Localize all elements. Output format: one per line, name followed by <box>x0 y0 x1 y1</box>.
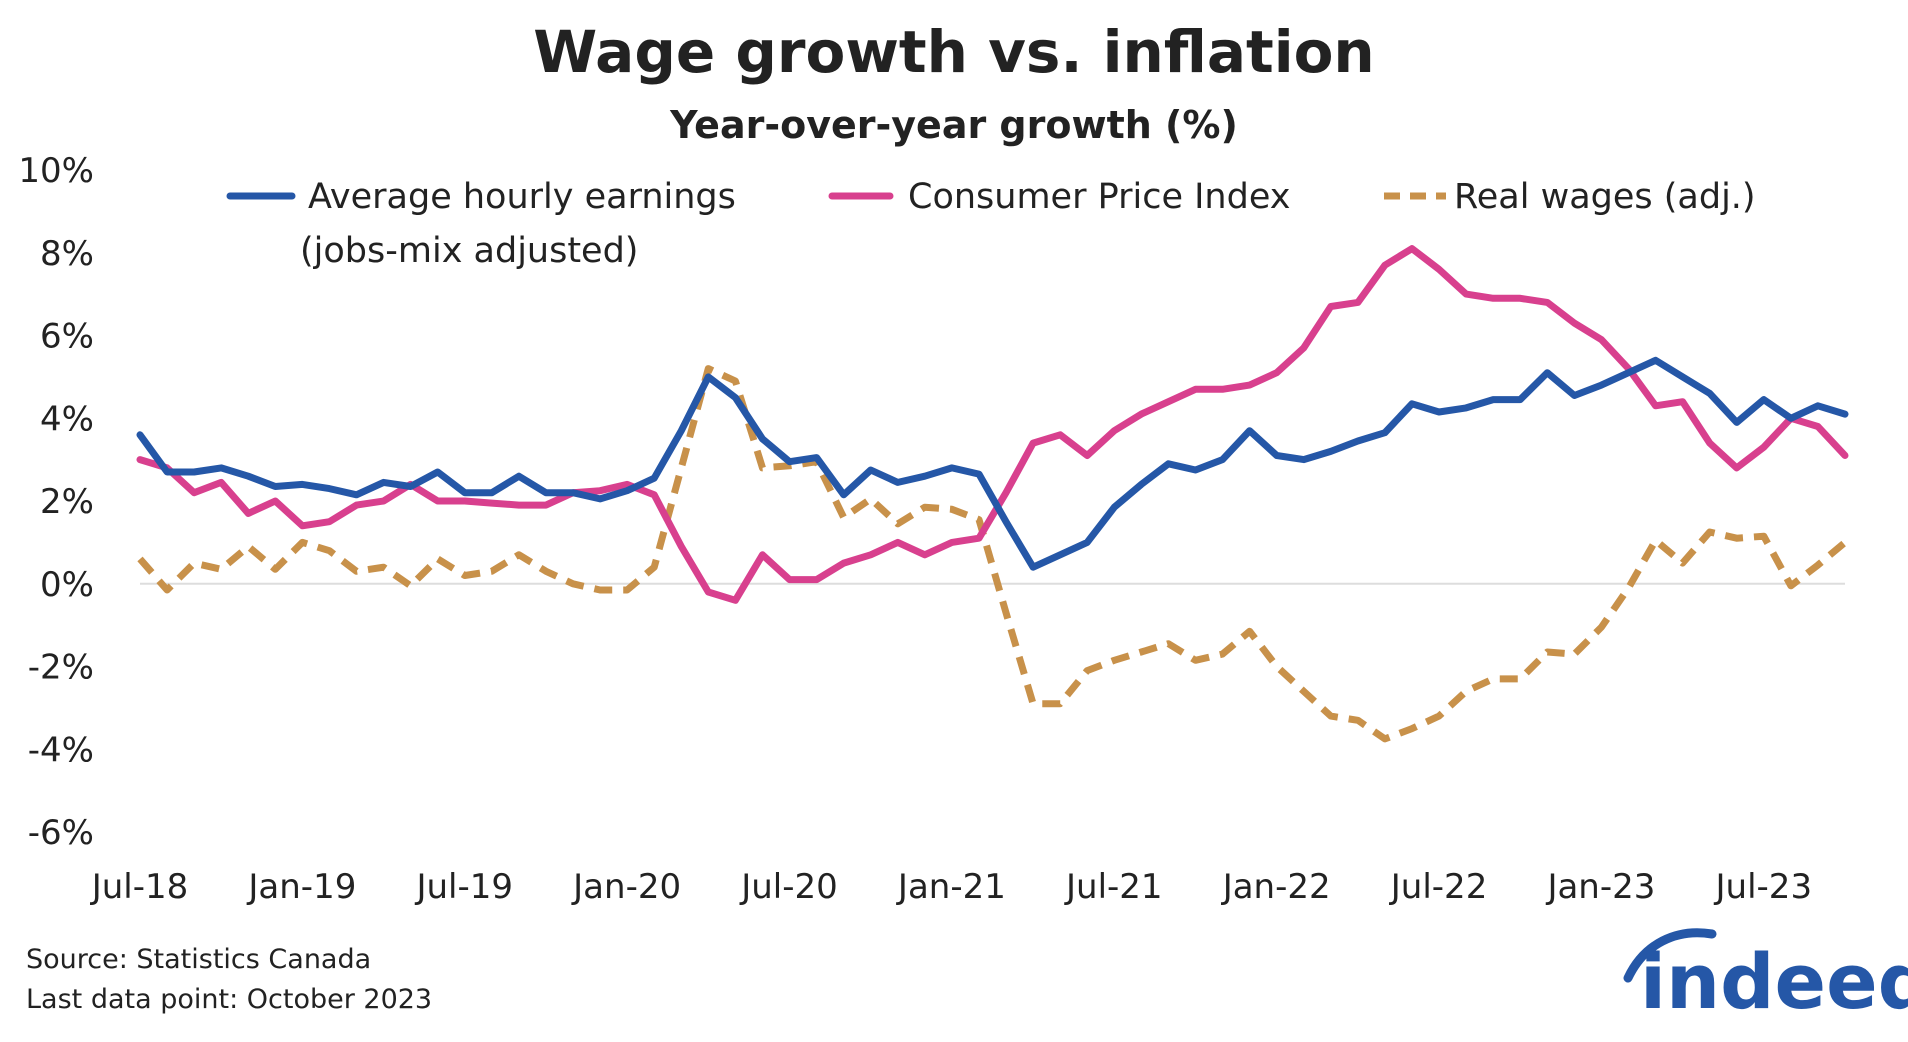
legend-label-average-hourly-earnings: Average hourly earnings <box>308 177 736 217</box>
y-tick-label: 4% <box>40 399 94 439</box>
chart-title: Wage growth vs. inflation <box>533 18 1374 86</box>
last-data-point-note: Last data point: October 2023 <box>26 984 432 1015</box>
logo-text: indeed <box>1640 937 1908 1026</box>
chart-subtitle: Year-over-year growth (%) <box>669 103 1238 147</box>
legend-item-real-wages: Real wages (adj.) <box>1384 177 1756 217</box>
indeed-logo: indeed <box>1623 928 1908 1026</box>
series-line-average-hourly-earnings <box>136 356 1849 571</box>
x-tick-label: Jan-23 <box>1545 867 1655 907</box>
y-tick-label: -6% <box>28 813 94 853</box>
series-layer <box>136 245 1849 743</box>
x-axis: Jul-18 Jan-19 Jul-19 Jan-20 Jul-20 Jan-21 Jul-… <box>90 867 1812 907</box>
x-tick-label: Jul-23 <box>1714 867 1813 907</box>
series-line-consumer-price-index <box>136 245 1849 604</box>
legend-item-average-hourly-earnings: Average hourly earnings (jobs-mix adjust… <box>226 177 736 271</box>
y-tick-label: -2% <box>28 648 94 688</box>
x-tick-label: Jul-22 <box>1389 867 1488 907</box>
y-tick-label: 0% <box>40 565 94 605</box>
legend-label-consumer-price-index: Consumer Price Index <box>908 177 1290 217</box>
x-tick-label: Jul-19 <box>414 867 513 907</box>
x-tick-label: Jul-20 <box>739 867 838 907</box>
legend: Average hourly earnings (jobs-mix adjust… <box>226 177 1756 271</box>
y-tick-label: 6% <box>40 317 94 357</box>
y-axis: -6% -4% -2% 0% 2% 4% 6% 8% 10% <box>18 151 94 853</box>
x-tick-label: Jan-22 <box>1221 867 1331 907</box>
y-tick-label: 8% <box>40 234 94 274</box>
legend-label-average-hourly-earnings-line2: (jobs-mix adjusted) <box>300 231 638 271</box>
x-tick-label: Jul-18 <box>90 867 189 907</box>
x-tick-label: Jan-20 <box>571 867 681 907</box>
x-tick-label: Jan-21 <box>896 867 1006 907</box>
series-line-real-wages <box>137 365 1848 743</box>
y-tick-label: 2% <box>40 482 94 522</box>
legend-label-real-wages: Real wages (adj.) <box>1454 177 1756 217</box>
source-note: Source: Statistics Canada <box>26 944 371 975</box>
legend-item-consumer-price-index: Consumer Price Index <box>828 177 1290 217</box>
logo-swoosh-icon <box>1623 928 1717 983</box>
y-tick-label: 10% <box>18 151 94 191</box>
y-tick-label: -4% <box>28 730 94 770</box>
x-tick-label: Jan-19 <box>246 867 356 907</box>
x-tick-label: Jul-21 <box>1064 867 1163 907</box>
